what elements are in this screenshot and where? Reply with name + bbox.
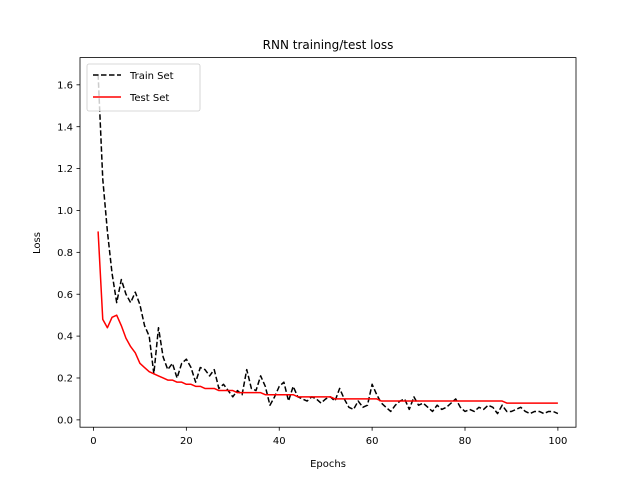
x-tick-label: 100 bbox=[548, 436, 567, 447]
x-tick-label: 20 bbox=[180, 436, 193, 447]
x-tick-label: 60 bbox=[366, 436, 379, 447]
plot-area bbox=[80, 57, 576, 428]
y-tick-label: 0.8 bbox=[57, 248, 73, 259]
y-tick-label: 1.2 bbox=[57, 164, 73, 175]
x-axis-label: Epochs bbox=[310, 459, 346, 470]
x-axis-ticks: 0 20 40 60 80 100 bbox=[90, 427, 567, 447]
y-tick-label: 1.6 bbox=[57, 80, 73, 91]
plot-frame bbox=[79, 57, 577, 428]
y-axis-label: Loss bbox=[32, 232, 43, 254]
y-tick-label: 1.0 bbox=[57, 206, 73, 217]
y-tick-label: 0.4 bbox=[57, 332, 73, 343]
legend-label-train: Train Set bbox=[129, 71, 174, 82]
legend-box bbox=[86, 63, 201, 112]
x-tick-label: 0 bbox=[90, 436, 96, 447]
y-axis-ticks: 0.0 0.2 0.4 0.6 0.8 1.0 1.2 1.4 1.6 bbox=[57, 80, 80, 426]
y-tick-label: 0.0 bbox=[57, 415, 73, 426]
x-tick-label: 80 bbox=[459, 436, 472, 447]
chart-title: RNN training/test loss bbox=[263, 38, 394, 52]
legend: Train Set Test Set bbox=[86, 63, 201, 112]
series-layer bbox=[97, 74, 559, 415]
legend-label-test: Test Set bbox=[129, 93, 169, 104]
y-tick-label: 0.2 bbox=[57, 374, 73, 385]
y-tick-label: 1.4 bbox=[57, 122, 73, 133]
y-tick-label: 0.6 bbox=[57, 290, 73, 301]
test-set-line bbox=[97, 231, 558, 404]
x-tick-label: 40 bbox=[273, 436, 286, 447]
